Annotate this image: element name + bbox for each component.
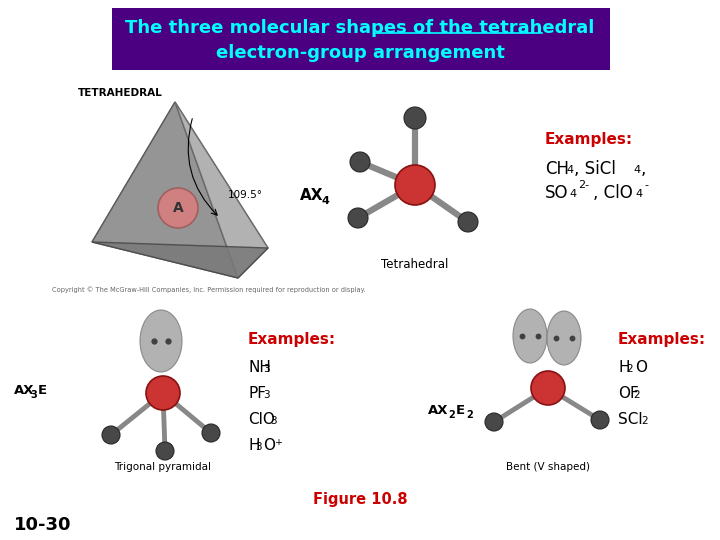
Polygon shape bbox=[92, 102, 238, 278]
Text: ,: , bbox=[641, 160, 647, 178]
Text: 3: 3 bbox=[271, 416, 277, 426]
Text: SO: SO bbox=[545, 184, 569, 202]
Text: H: H bbox=[618, 360, 629, 375]
Text: Figure 10.8: Figure 10.8 bbox=[312, 492, 408, 507]
Text: 4: 4 bbox=[633, 165, 640, 175]
FancyBboxPatch shape bbox=[112, 8, 610, 70]
Text: ClO: ClO bbox=[248, 412, 275, 427]
Text: 3: 3 bbox=[30, 390, 37, 400]
Text: O⁺: O⁺ bbox=[264, 438, 284, 453]
Polygon shape bbox=[92, 102, 268, 248]
Circle shape bbox=[202, 424, 220, 442]
Polygon shape bbox=[92, 242, 268, 278]
Circle shape bbox=[591, 411, 609, 429]
Text: electron-group arrangement: electron-group arrangement bbox=[215, 44, 505, 62]
Circle shape bbox=[350, 152, 370, 172]
Text: E: E bbox=[38, 383, 47, 396]
Text: Bent (V shaped): Bent (V shaped) bbox=[506, 462, 590, 472]
Circle shape bbox=[158, 188, 198, 228]
Text: Examples:: Examples: bbox=[545, 132, 633, 147]
Circle shape bbox=[404, 107, 426, 129]
Text: 10-30: 10-30 bbox=[14, 516, 71, 534]
Text: AX: AX bbox=[300, 188, 323, 204]
Ellipse shape bbox=[140, 310, 182, 372]
Ellipse shape bbox=[513, 309, 547, 363]
Ellipse shape bbox=[547, 311, 581, 365]
Text: AX: AX bbox=[428, 403, 449, 416]
Text: Examples:: Examples: bbox=[248, 332, 336, 347]
Text: CH: CH bbox=[545, 160, 569, 178]
Text: Trigonal pyramidal: Trigonal pyramidal bbox=[114, 462, 212, 472]
Text: 2: 2 bbox=[466, 410, 473, 420]
Circle shape bbox=[156, 442, 174, 460]
Text: Examples:: Examples: bbox=[618, 332, 706, 347]
Text: 109.5°: 109.5° bbox=[228, 190, 263, 200]
Text: E: E bbox=[456, 403, 465, 416]
Circle shape bbox=[458, 212, 478, 232]
Text: 3: 3 bbox=[263, 364, 269, 374]
Text: A: A bbox=[173, 201, 184, 215]
Text: Copyright © The McGraw-Hill Companies, Inc. Permission required for reproduction: Copyright © The McGraw-Hill Companies, I… bbox=[52, 286, 366, 293]
Circle shape bbox=[146, 376, 180, 410]
Text: 3: 3 bbox=[263, 390, 269, 400]
Text: 3: 3 bbox=[256, 442, 262, 452]
Text: H: H bbox=[248, 438, 259, 453]
Text: , SiCl: , SiCl bbox=[574, 160, 616, 178]
Text: 2: 2 bbox=[634, 390, 640, 400]
Text: 4: 4 bbox=[635, 189, 642, 199]
Text: TETRAHEDRAL: TETRAHEDRAL bbox=[78, 88, 163, 98]
Text: -: - bbox=[644, 180, 648, 190]
Text: SCl: SCl bbox=[618, 412, 643, 427]
Text: OF: OF bbox=[618, 386, 639, 401]
Text: Tetrahedral: Tetrahedral bbox=[382, 258, 449, 271]
Polygon shape bbox=[175, 102, 268, 278]
Text: O: O bbox=[635, 360, 647, 375]
Circle shape bbox=[531, 371, 565, 405]
Text: The three molecular shapes of the tetrahedral: The three molecular shapes of the tetrah… bbox=[125, 19, 595, 37]
Circle shape bbox=[395, 165, 435, 205]
Text: 2: 2 bbox=[642, 416, 648, 426]
Text: 2: 2 bbox=[626, 364, 632, 374]
Text: 4: 4 bbox=[569, 189, 576, 199]
Circle shape bbox=[485, 413, 503, 431]
Text: PF: PF bbox=[248, 386, 266, 401]
Text: 4: 4 bbox=[566, 165, 573, 175]
Text: 2: 2 bbox=[448, 410, 455, 420]
Circle shape bbox=[102, 426, 120, 444]
Text: 2-: 2- bbox=[578, 180, 589, 190]
Circle shape bbox=[348, 208, 368, 228]
Text: AX: AX bbox=[14, 383, 35, 396]
Text: , ClO: , ClO bbox=[593, 184, 633, 202]
Text: 4: 4 bbox=[322, 196, 330, 206]
Text: NH: NH bbox=[248, 360, 271, 375]
